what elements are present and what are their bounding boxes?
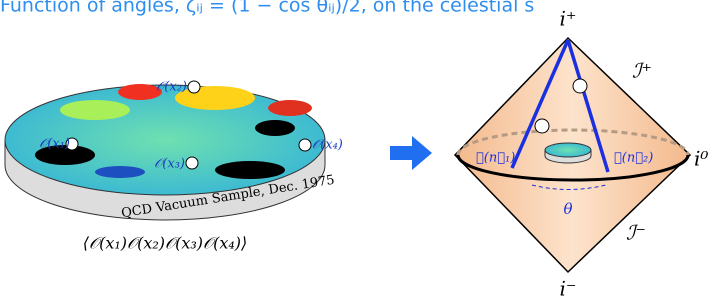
detector-label: ℰ(n⃗₁) xyxy=(476,151,515,166)
correlator: ⟨𝒪(x₁)𝒪(x₂)𝒪(x₃)𝒪(x₄)⟩ xyxy=(83,234,248,253)
operator-label: 𝒪(x₄) xyxy=(312,138,343,153)
angle-label: θ xyxy=(563,200,572,218)
operator-label: 𝒪(x₁) xyxy=(39,137,70,152)
operator-label: 𝒪(x₃) xyxy=(154,157,185,172)
scri-minus: ℐ⁻ xyxy=(626,221,646,245)
mini-disk xyxy=(545,143,591,163)
operator-label: 𝒪(x₂) xyxy=(156,80,187,95)
detector-label: ℰ(n⃗₂) xyxy=(614,151,653,166)
header-text: Function of angles, ζᵢⱼ = (1 − cos θᵢⱼ)/… xyxy=(0,0,534,17)
diagram: Function of angles, ζᵢⱼ = (1 − cos θᵢⱼ)/… xyxy=(0,0,719,305)
i-plus: i⁺ xyxy=(560,7,577,31)
i-minus: i⁻ xyxy=(560,277,577,301)
scri-plus: ℐ⁺ xyxy=(632,59,652,83)
i-zero: i⁰ xyxy=(694,147,708,171)
arrow xyxy=(390,136,432,170)
